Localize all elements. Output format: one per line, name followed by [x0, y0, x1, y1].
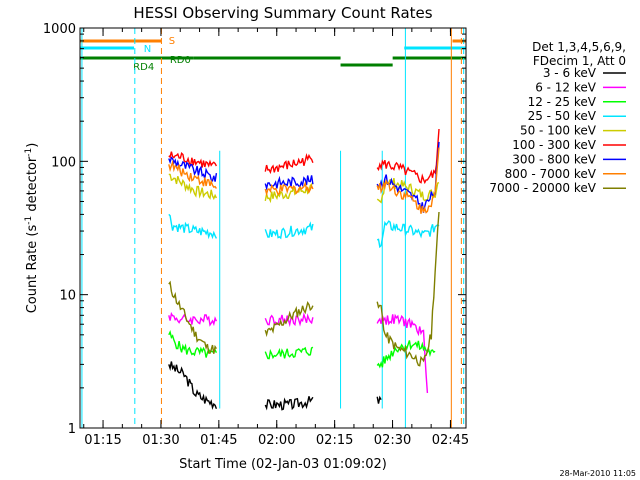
rd4-flag-label: RD4: [133, 62, 154, 73]
series-line: [168, 159, 217, 189]
series-line: [168, 311, 218, 327]
series-line: [264, 312, 314, 328]
legend-entry-label: 100 - 300 keV: [512, 138, 596, 152]
x-tick-label: 02:30: [374, 433, 411, 448]
legend-header: Det 1,3,4,5,6,9,: [532, 40, 626, 54]
y-tick-label: 1: [68, 422, 76, 437]
x-tick-label: 01:30: [142, 433, 179, 448]
y-axis-label: Count Rate (s-1 detector-1): [24, 143, 40, 314]
series-line: [376, 147, 440, 214]
series-line: [376, 313, 429, 394]
legend-entry-label: 7000 - 20000 keV: [489, 181, 596, 195]
legend-header: FDecim 1, Att 0: [533, 54, 626, 68]
y-tick-label: 100: [51, 155, 76, 170]
series-line: [168, 213, 218, 240]
legend-entry-label: 3 - 6 keV: [543, 66, 597, 80]
series-line: [376, 220, 440, 249]
y-tick-label: 1000: [43, 22, 76, 37]
x-tick-label: 02:15: [316, 433, 353, 448]
series-line: [376, 395, 382, 404]
series-line: [264, 300, 314, 338]
series-line: [264, 221, 314, 240]
generation-timestamp: 28-Mar-2010 11:05: [560, 469, 637, 478]
axes: 01:15 01:30 01:45 02:00 02:15 02:30 02:45 1 10 10…: [43, 22, 469, 448]
series-line: [376, 128, 440, 185]
legend-entry-label: 25 - 50 keV: [528, 109, 597, 123]
series-lines: [168, 128, 440, 411]
saa-flag-label: S: [169, 36, 175, 47]
legend: Det 1,3,4,5,6,9,FDecim 1, Att 03 - 6 keV…: [489, 40, 626, 195]
series-line: [168, 173, 218, 201]
night-flag-label: N: [144, 44, 151, 55]
series-line: [168, 151, 218, 168]
series-line: [264, 396, 314, 411]
series-line: [264, 346, 314, 360]
chart-title: HESSI Observing Summary Count Rates: [133, 4, 432, 22]
legend-entry-label: 50 - 100 keV: [520, 124, 597, 138]
rd0-flag-label: RD0: [170, 55, 191, 66]
series-line: [264, 182, 314, 204]
x-tick-label: 01:15: [84, 433, 121, 448]
series-line: [168, 156, 218, 182]
series-line: [168, 361, 218, 410]
flag-bars: S N RD4 RD0: [80, 28, 466, 428]
legend-entry-label: 6 - 12 keV: [535, 80, 597, 94]
series-line: [168, 280, 217, 354]
plot-frame: [79, 27, 467, 429]
x-tick-label: 02:00: [258, 433, 295, 448]
x-axis-label: Start Time (02-Jan-03 01:09:02): [179, 457, 387, 472]
x-tick-label: 02:45: [432, 433, 469, 448]
legend-entry-label: 12 - 25 keV: [528, 95, 597, 109]
legend-entry-label: 300 - 800 keV: [512, 152, 596, 166]
series-line: [264, 175, 314, 191]
series-line: [376, 211, 440, 367]
x-tick-label: 01:45: [200, 433, 237, 448]
series-line: [264, 181, 314, 197]
y-tick-label: 10: [59, 289, 76, 304]
legend-entry-label: 800 - 7000 keV: [505, 167, 597, 181]
series-line: [264, 152, 314, 175]
